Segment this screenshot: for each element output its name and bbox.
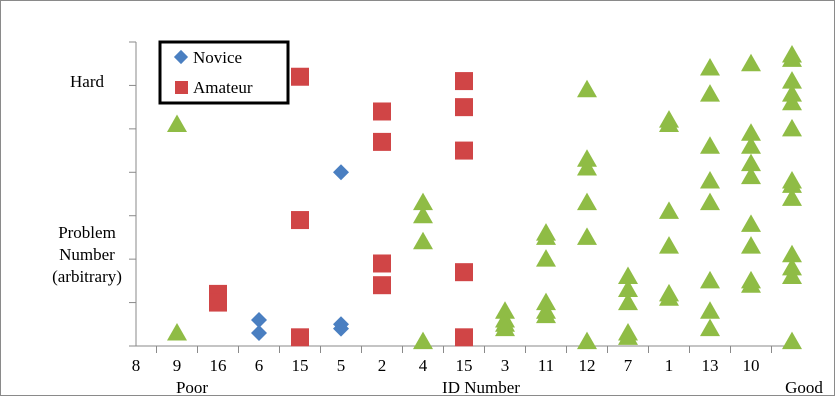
triangle-point xyxy=(413,205,433,224)
triangle-point xyxy=(167,114,187,133)
x-tick-label: 13 xyxy=(702,356,719,375)
triangle-point xyxy=(700,318,720,337)
triangle-point xyxy=(413,192,433,211)
novice-point xyxy=(251,311,267,328)
novice-point xyxy=(333,320,349,337)
triangle-point xyxy=(741,123,761,141)
novice-point xyxy=(251,324,267,341)
data-markers xyxy=(167,45,802,350)
triangle-point xyxy=(741,136,761,154)
x-tick-label: 12 xyxy=(579,356,596,375)
triangle-point xyxy=(536,305,556,324)
triangle-point xyxy=(577,79,597,98)
x-tick-label: 1 xyxy=(665,356,674,375)
triangle-point xyxy=(495,318,515,337)
novice-point xyxy=(333,164,349,181)
y-axis-title-line-2: Number xyxy=(59,245,115,264)
legend-label-amateur: Amateur xyxy=(193,78,253,97)
triangle-point xyxy=(700,270,720,289)
triangle-point xyxy=(700,170,720,189)
x-tick-label: 7 xyxy=(624,356,633,375)
triangle-point xyxy=(741,53,761,72)
triangle-point xyxy=(618,292,638,311)
amateur-point xyxy=(455,72,473,91)
triangle-point xyxy=(782,49,802,67)
triangle-point xyxy=(577,331,597,350)
legend: Novice Amateur xyxy=(158,40,290,105)
triangle-point xyxy=(413,231,433,250)
x-ticks xyxy=(156,346,772,353)
triangle-point xyxy=(577,227,597,245)
triangle-point xyxy=(700,192,720,211)
triangle-point xyxy=(782,118,802,137)
x-tick-label: 10 xyxy=(743,356,760,375)
triangle-point xyxy=(577,157,597,176)
triangle-point xyxy=(700,84,720,102)
triangle-point xyxy=(782,188,802,206)
triangle-point xyxy=(741,214,761,232)
triangle-point xyxy=(782,266,802,285)
triangle-point xyxy=(618,327,638,345)
amateur-point xyxy=(455,98,473,117)
amateur-point xyxy=(291,211,309,230)
x-tick-label: 2 xyxy=(378,356,387,375)
triangle-point xyxy=(167,322,187,341)
triangle-point xyxy=(659,288,679,306)
triangle-point xyxy=(700,136,720,154)
triangle-point xyxy=(413,331,433,350)
triangle-point xyxy=(782,244,802,263)
triangle-point xyxy=(577,192,597,211)
amateur-point xyxy=(291,328,309,347)
x-axis-good-label: Good xyxy=(785,378,823,397)
y-axis-title-line-1: Problem xyxy=(58,223,116,242)
triangle-point xyxy=(536,227,556,245)
amateur-point xyxy=(373,254,391,273)
x-tick-labels: 8 9 16 6 15 5 2 4 15 3 11 12 7 1 13 10 xyxy=(132,356,760,375)
triangle-point xyxy=(618,266,638,285)
x-tick-label: 15 xyxy=(292,356,309,375)
x-tick-label: 8 xyxy=(132,356,141,375)
x-tick-label: 11 xyxy=(538,356,554,375)
triangle-point xyxy=(659,114,679,133)
amateur-point xyxy=(373,276,391,295)
triangle-point xyxy=(659,236,679,254)
amateur-point xyxy=(209,293,227,312)
legend-label-novice: Novice xyxy=(193,48,242,67)
triangle-point xyxy=(618,279,638,298)
triangle-point xyxy=(782,175,802,193)
x-tick-label: 15 xyxy=(456,356,473,375)
triangle-point xyxy=(700,58,720,76)
triangle-point xyxy=(659,201,679,219)
amateur-point xyxy=(455,328,473,347)
x-tick-label: 16 xyxy=(210,356,227,375)
triangle-point xyxy=(741,153,761,172)
triangle-point xyxy=(782,92,802,111)
x-tick-label: 3 xyxy=(501,356,510,375)
y-axis-title-line-3: (arbitrary) xyxy=(52,267,122,286)
x-tick-label: 4 xyxy=(419,356,428,375)
x-axis-poor-label: Poor xyxy=(176,378,208,397)
amateur-point xyxy=(373,102,391,121)
y-annotation-hard: Hard xyxy=(70,72,104,91)
triangle-point xyxy=(741,166,761,185)
x-tick-label: 5 xyxy=(337,356,346,375)
amateur-point xyxy=(291,67,309,86)
legend-marker-amateur xyxy=(175,81,188,94)
triangle-point xyxy=(536,249,556,267)
amateur-point xyxy=(455,141,473,160)
triangle-point xyxy=(700,301,720,319)
amateur-point xyxy=(455,263,473,282)
x-tick-label: 9 xyxy=(173,356,182,375)
y-ticks xyxy=(129,41,136,347)
triangle-point xyxy=(741,236,761,254)
x-tick-label: 6 xyxy=(255,356,264,375)
triangle-point xyxy=(782,71,802,89)
triangle-point xyxy=(782,331,802,350)
triangle-point xyxy=(741,275,761,293)
amateur-point xyxy=(373,132,391,151)
x-axis-title: ID Number xyxy=(442,378,520,397)
